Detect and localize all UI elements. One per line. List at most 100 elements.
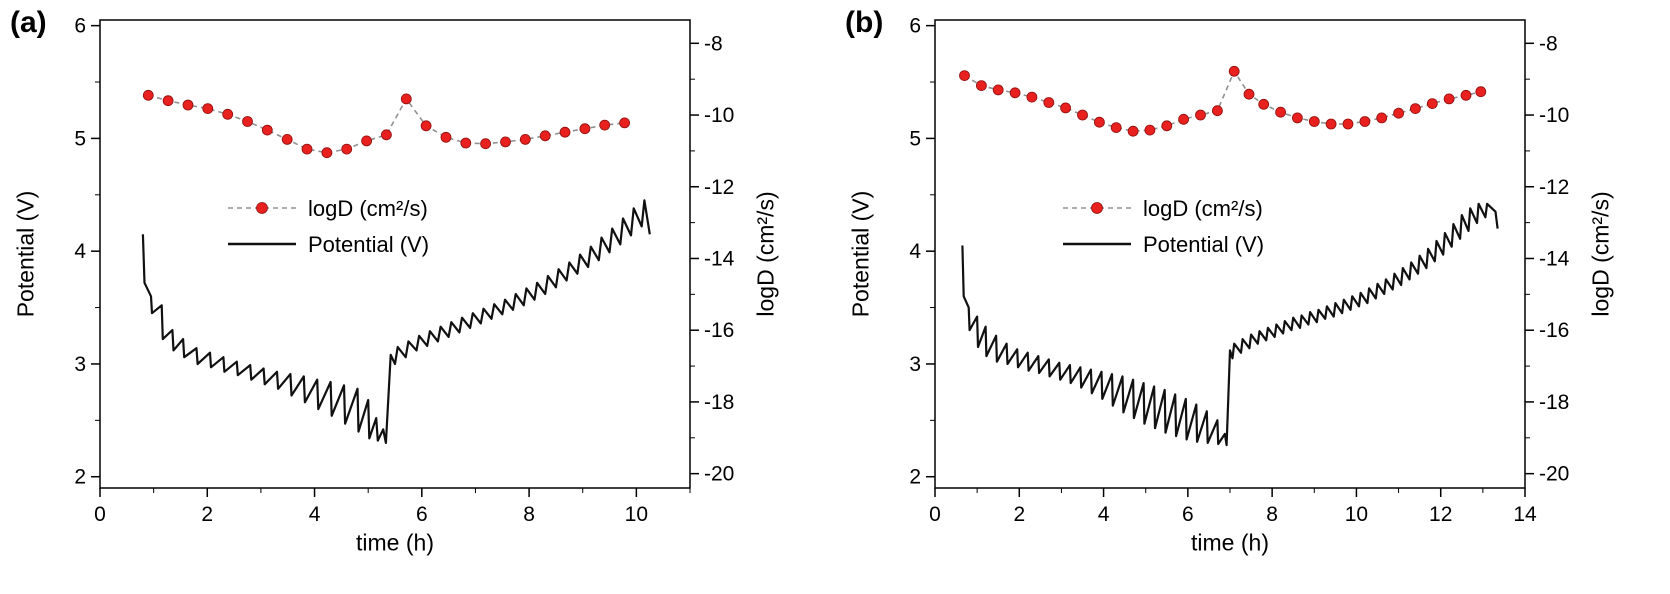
logd-point — [1228, 65, 1240, 77]
legend-logd-marker — [1091, 202, 1103, 214]
logd-point — [579, 123, 591, 135]
plot-frame — [99, 19, 691, 489]
logd-point — [321, 147, 333, 159]
x-tick-label: 4 — [1098, 503, 1110, 526]
logd-point — [440, 131, 452, 143]
legend-logd-marker — [256, 202, 268, 214]
logd-point — [341, 143, 353, 155]
right-tick-label: -20 — [704, 463, 734, 486]
logd-point — [1093, 116, 1105, 128]
logd-point — [1443, 93, 1455, 105]
right-tick-label: -16 — [1539, 319, 1569, 342]
logd-point — [420, 120, 432, 132]
logd-point — [1110, 122, 1122, 133]
logd-point — [460, 137, 472, 149]
legend-potential-label: Potential (V) — [308, 232, 429, 257]
x-tick-label: 10 — [625, 503, 648, 526]
potential-line — [141, 199, 651, 444]
logd-point — [1144, 124, 1156, 136]
x-tick-label: 8 — [523, 503, 535, 526]
x-tick-label: 6 — [416, 503, 428, 526]
logd-dashed-line — [148, 94, 625, 154]
right-tick-label: -8 — [1539, 32, 1558, 55]
logd-point — [261, 124, 273, 136]
logd-point — [1161, 120, 1173, 132]
logd-point — [1043, 97, 1055, 108]
right-tick-label: -14 — [1539, 247, 1570, 270]
logd-point — [1426, 98, 1438, 109]
left-tick-label: 3 — [74, 353, 86, 376]
logd-point — [539, 130, 551, 142]
logd-point — [1060, 102, 1072, 114]
logd-point — [1291, 112, 1303, 124]
logd-point — [1460, 89, 1472, 101]
x-tick-label: 4 — [309, 503, 321, 526]
logd-point — [1127, 125, 1139, 137]
left-tick-label: 4 — [74, 240, 86, 263]
logd-point — [1026, 91, 1038, 103]
left-tick-label: 4 — [909, 240, 921, 263]
logd-point — [1258, 98, 1270, 110]
right-tick-label: -14 — [704, 247, 735, 270]
right-axis: -8 -10 -12 -14 -16 -18 -20 — [690, 32, 735, 486]
legend-logd-label: logD (cm²/s) — [1143, 196, 1263, 221]
logd-point — [1410, 103, 1421, 114]
x-axis: 0 2 4 6 8 10 — [94, 488, 691, 526]
logd-point — [975, 80, 987, 91]
potential-line — [961, 202, 1499, 447]
logd-point — [500, 136, 511, 148]
logd-point — [1211, 105, 1223, 117]
logd-point — [1325, 118, 1337, 130]
plot-canvas-b: 0 2 4 6 8 10 12 1423456-8-10-12-14-16-18-20logD… — [909, 15, 1570, 526]
logd-point — [959, 70, 970, 81]
logd-point — [1376, 112, 1388, 124]
x-tick-label: 8 — [1266, 503, 1278, 526]
logd-point — [992, 84, 1004, 96]
right-tick-label: -12 — [1539, 176, 1569, 199]
left-tick-label: 6 — [74, 15, 86, 38]
chart-panel-b: (b) Potential (V) logD (cm²/s) time (h) … — [835, 0, 1670, 594]
logd-series — [959, 65, 1487, 137]
x-tick-label: 10 — [1345, 503, 1368, 526]
right-tick-label: -10 — [704, 104, 734, 127]
logd-point — [1275, 106, 1287, 118]
logd-point — [559, 126, 571, 138]
logd-point — [142, 89, 154, 101]
left-tick-label: 3 — [909, 353, 921, 376]
logd-point — [619, 117, 630, 129]
logd-point — [242, 116, 253, 127]
chart-panel-a: (a) Potential (V) logD (cm²/s) time (h) … — [10, 6, 779, 556]
panel-label-a: (a) — [10, 6, 47, 39]
logd-point — [599, 119, 611, 131]
logd-point — [1077, 109, 1088, 121]
logd-point — [1178, 113, 1190, 125]
left-tick-label: 5 — [74, 127, 86, 150]
logd-point — [1009, 87, 1021, 99]
logd-point — [1342, 118, 1354, 130]
right-axis: -8 -10 -12 -14 -16 -18 -20 — [1525, 32, 1570, 486]
logd-point — [361, 135, 373, 147]
panel-label-b: (b) — [845, 6, 884, 39]
x-tick-label: 12 — [1429, 503, 1452, 526]
left-axis: 2 3 4 5 6 — [74, 15, 100, 489]
x-axis-title: time (h) — [356, 529, 434, 556]
logd-point — [480, 138, 492, 150]
x-tick-label: 0 — [94, 503, 106, 526]
logd-point — [1359, 116, 1371, 127]
left-axis: 2 3 4 5 6 — [909, 15, 935, 489]
logd-point — [182, 99, 194, 111]
legend-potential-label: Potential (V) — [1143, 232, 1264, 257]
logd-dashed-line — [964, 69, 1481, 133]
logd-point — [519, 133, 531, 145]
x-tick-label: 6 — [1182, 503, 1194, 526]
right-tick-label: -18 — [1539, 391, 1569, 414]
right-tick-label: -10 — [1539, 104, 1569, 127]
x-tick-label: 14 — [1513, 503, 1537, 526]
logd-point — [400, 93, 412, 105]
legend-logd-label: logD (cm²/s) — [308, 196, 428, 221]
x-tick-label: 2 — [1013, 503, 1025, 526]
legend: logD (cm²/s) Potential (V) — [228, 196, 429, 257]
logd-point — [1393, 107, 1404, 119]
